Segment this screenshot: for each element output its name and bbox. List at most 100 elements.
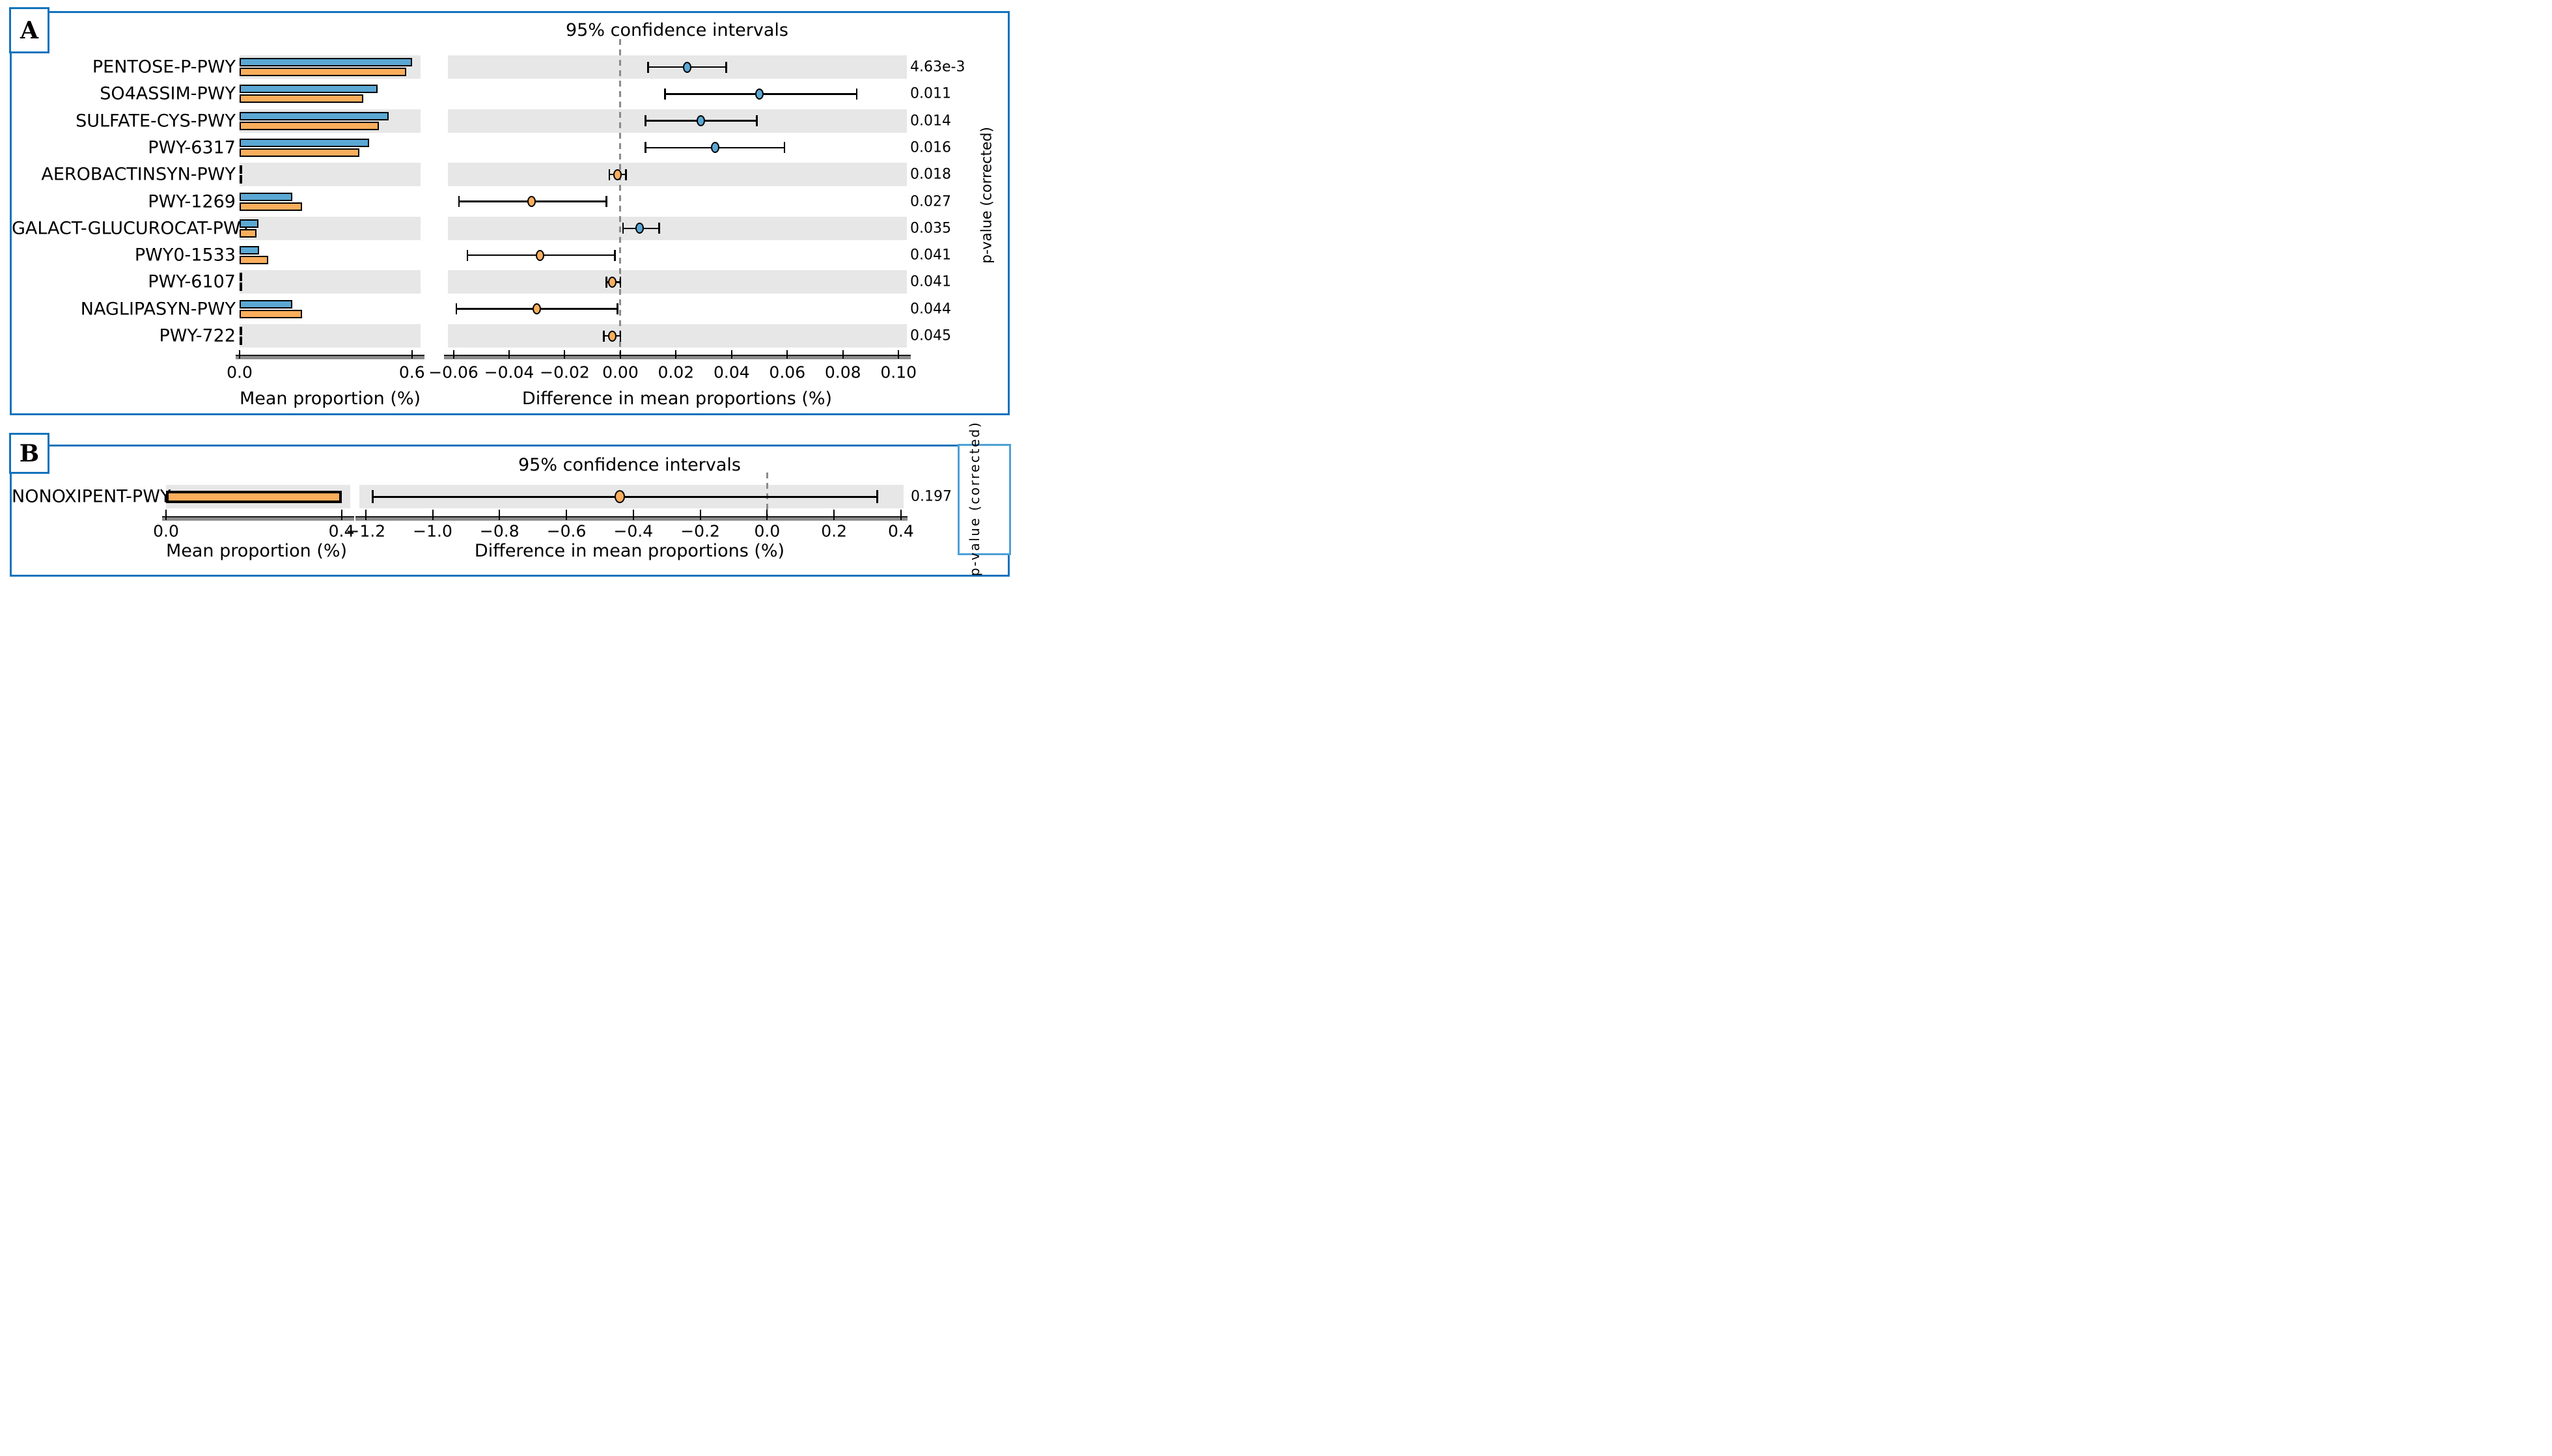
- ci-dot: [527, 196, 536, 207]
- ci-cap-left: [608, 169, 611, 180]
- axis-tick: [632, 510, 634, 520]
- axis-tick: [699, 510, 701, 520]
- x-axis-spine: [236, 356, 424, 359]
- p-value: 0.011: [910, 85, 951, 102]
- panel-a-ci-title: 95% confidence intervals: [566, 20, 788, 40]
- axis-tick-label: 0.6: [398, 363, 425, 382]
- ci-dot: [535, 249, 544, 261]
- x-axis-line: [162, 516, 354, 517]
- ci-dot: [615, 490, 626, 503]
- axis-tick: [675, 350, 677, 359]
- ci-cap-left: [622, 223, 624, 234]
- mean-proportion-bar-orange: [166, 490, 342, 503]
- axis-tick: [239, 350, 240, 359]
- panel-b-border: [10, 445, 1010, 577]
- x-axis-spine: [444, 356, 911, 359]
- panel-b-xlabel-mean-proportion: Mean proportion (%): [165, 541, 348, 561]
- axis-tick: [766, 510, 768, 520]
- axis-tick-label: −0.6: [546, 521, 587, 541]
- panel-a-border: [10, 11, 1010, 415]
- x-axis-line: [236, 355, 424, 356]
- mean-proportion-bar-orange: [240, 202, 302, 211]
- ci-cap-left: [603, 330, 605, 342]
- axis-tick-label: 0.04: [713, 363, 750, 382]
- axis-tick: [842, 350, 844, 359]
- axis-tick-label: 0.2: [821, 521, 847, 541]
- ci-cap-right: [756, 115, 758, 127]
- ci-cap-right: [625, 169, 627, 180]
- panel-b-pvalue-label-box: [958, 444, 1011, 555]
- stamp-extended-errorbar-figure: A 95% confidence intervals Mean proporti…: [0, 0, 1021, 583]
- axis-tick-label: 0.08: [824, 363, 861, 382]
- x-axis-spine: [355, 517, 908, 521]
- row-band: [240, 216, 421, 240]
- row-label: PWY-6107: [148, 271, 236, 292]
- axis-tick-label: 0.10: [880, 363, 917, 382]
- axis-tick-label: 0.0: [227, 363, 253, 382]
- axis-tick-label: 0.4: [887, 521, 914, 541]
- x-axis-line: [444, 355, 911, 356]
- ci-cap-right: [617, 303, 618, 315]
- axis-tick-label: −0.2: [680, 521, 720, 541]
- axis-tick: [340, 510, 342, 520]
- mean-proportion-bar-blue: [240, 327, 242, 335]
- ci-dot: [710, 142, 719, 154]
- panel-b-label-box: B: [9, 433, 49, 474]
- row-label: PWY0-1533: [134, 245, 236, 266]
- mean-proportion-bar-orange: [240, 256, 268, 265]
- ci-cap-left: [645, 142, 646, 154]
- mean-proportion-bar-blue: [240, 58, 412, 66]
- row-label: PWY-722: [159, 325, 236, 346]
- row-band: [448, 163, 907, 187]
- row-label: NONOXIPENT-PWY: [12, 486, 171, 507]
- mean-proportion-bar-orange: [240, 228, 257, 238]
- mean-proportion-bar-blue: [240, 219, 259, 228]
- axis-tick-label: 0.02: [658, 363, 695, 382]
- axis-tick: [452, 350, 454, 359]
- axis-tick-label: −0.02: [540, 363, 590, 382]
- ci-cap-right: [619, 330, 622, 342]
- ci-cap-left: [466, 249, 469, 261]
- axis-tick: [499, 510, 501, 520]
- panel-a-xlabel-mean-proportion: Mean proportion (%): [239, 389, 421, 409]
- axis-tick: [508, 350, 510, 359]
- mean-proportion-bar-blue: [240, 246, 260, 255]
- ci-cap-left: [605, 276, 607, 288]
- p-value: 0.044: [910, 301, 951, 318]
- x-axis-spine: [162, 517, 354, 521]
- axis-tick: [898, 350, 900, 359]
- mean-proportion-bar-orange: [240, 282, 242, 292]
- mean-proportion-bar-orange: [240, 94, 363, 103]
- ci-cap-right: [614, 249, 616, 261]
- zero-difference-dashed-line: [619, 39, 622, 357]
- ci-dot: [697, 115, 706, 127]
- p-value: 4.63e-3: [910, 59, 965, 76]
- mean-proportion-bar-blue: [240, 111, 389, 120]
- axis-tick-label: −0.8: [479, 521, 520, 541]
- panel-a-letter: A: [20, 16, 38, 44]
- mean-proportion-bar-orange: [240, 175, 242, 184]
- axis-tick-label: 0.00: [602, 363, 639, 382]
- p-value: 0.197: [911, 488, 952, 505]
- ci-cap-right: [876, 490, 879, 503]
- mean-proportion-bar-orange: [240, 121, 380, 130]
- axis-tick: [833, 510, 835, 520]
- mean-proportion-bar-blue: [240, 192, 292, 201]
- axis-tick: [411, 350, 413, 359]
- axis-tick: [619, 350, 621, 359]
- ci-cap-left: [371, 490, 374, 503]
- p-value: 0.018: [910, 166, 951, 183]
- axis-tick: [566, 510, 568, 520]
- ci-cap-left: [458, 196, 460, 207]
- row-label: AEROBACTINSYN-PWY: [41, 164, 236, 185]
- row-band: [240, 324, 421, 348]
- x-axis-line: [355, 516, 908, 517]
- ci-cap-left: [455, 303, 458, 315]
- p-value: 0.041: [910, 273, 951, 290]
- row-label: PWY-1269: [148, 191, 236, 212]
- panel-b-xlabel-difference: Difference in mean proportions (%): [474, 541, 785, 561]
- ci-dot: [613, 169, 622, 180]
- ci-cap-left: [664, 88, 666, 100]
- row-label: PENTOSE-P-PWY: [92, 57, 236, 77]
- axis-tick-label: 0.4: [328, 521, 355, 541]
